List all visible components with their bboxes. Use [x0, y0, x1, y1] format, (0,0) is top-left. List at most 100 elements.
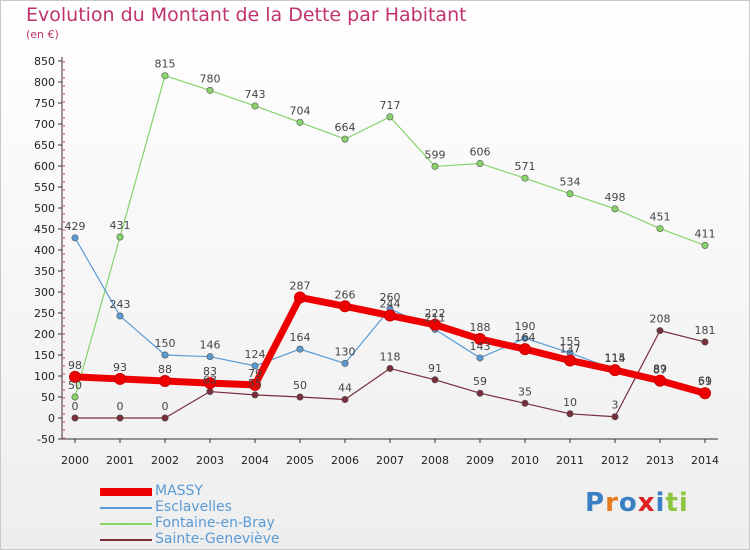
data-label: 743 [245, 88, 266, 101]
logo-letter: r [605, 488, 619, 518]
data-label: 150 [155, 337, 176, 350]
chart-title: Evolution du Montant de la Dette par Hab… [26, 4, 467, 26]
legend-swatch-massy [100, 488, 152, 496]
data-label: 98 [68, 359, 82, 372]
data-label: 606 [470, 145, 491, 158]
data-label: 704 [290, 104, 311, 117]
data-labels-layer: 0 0 0 63 55 50 44 118 91 59 35 10 3 208 181 50 431 815 780… [65, 58, 716, 413]
y-tick-label: -50 [37, 433, 55, 446]
series-point [341, 396, 349, 404]
x-tick-label: 2003 [196, 454, 224, 467]
legend-label-sainte-genevieve: Sainte-Geneviève [155, 531, 280, 547]
data-label: 10 [563, 396, 577, 409]
series-point [161, 414, 169, 422]
series-point [249, 378, 261, 391]
legend-label-massy: MASSY [155, 483, 203, 499]
data-label: 50 [293, 379, 307, 392]
data-label: 780 [200, 72, 221, 85]
legend-swatch-sainte-genevieve [100, 539, 152, 541]
data-label: 93 [113, 361, 127, 374]
logo-letter: t [665, 488, 679, 518]
logo-letter: o [618, 488, 638, 518]
y-tick-label: 250 [34, 307, 55, 320]
data-label: 815 [155, 58, 176, 71]
x-tick-label: 2006 [331, 454, 359, 467]
series-point [431, 376, 439, 384]
legend-swatch-esclavelles [100, 507, 152, 509]
y-tick-label: 350 [34, 265, 55, 278]
data-label: 411 [695, 227, 716, 240]
series-point [71, 234, 79, 242]
series-point [161, 72, 169, 80]
data-label: 91 [428, 362, 442, 375]
x-tick-label: 2000 [61, 454, 89, 467]
y-tick-label: 700 [34, 118, 55, 131]
series-point [384, 309, 396, 322]
x-tick-label: 2005 [286, 454, 314, 467]
x-tick-label: 2014 [691, 454, 719, 467]
y-tick-label: 150 [34, 349, 55, 362]
data-label: 44 [338, 382, 352, 395]
series-point [204, 377, 216, 390]
logo-letter: x [637, 488, 656, 518]
series-point [69, 370, 81, 383]
series-point [474, 333, 486, 346]
series-point [71, 393, 79, 401]
series-point [116, 414, 124, 422]
series-point [161, 351, 169, 359]
series-point [431, 162, 439, 170]
series-point [159, 375, 171, 388]
data-label: 243 [110, 298, 131, 311]
data-label: 431 [110, 219, 131, 232]
data-label: 244 [380, 298, 401, 311]
series-point [206, 353, 214, 361]
data-label: 534 [560, 176, 581, 189]
y-tick-label: 800 [34, 76, 55, 89]
data-label: 181 [695, 324, 716, 337]
data-label: 0 [117, 400, 124, 413]
data-label: 146 [200, 339, 221, 352]
series-layer [69, 72, 711, 422]
series-point [611, 205, 619, 213]
data-label: 164 [515, 331, 536, 344]
y-tick-label: 400 [34, 244, 55, 257]
logo-letter: P [585, 488, 606, 518]
series-point [521, 399, 529, 407]
data-label: 79 [248, 367, 262, 380]
series-point [294, 291, 306, 304]
y-tick-label: 750 [34, 97, 55, 110]
chart-subtitle: (en €) [26, 28, 59, 41]
series-point [564, 354, 576, 367]
series-point [609, 364, 621, 377]
series-point [611, 413, 619, 421]
logo-letter: i [678, 488, 689, 518]
data-label: 89 [653, 363, 667, 376]
data-label: 83 [203, 365, 217, 378]
series-point [656, 327, 664, 335]
y-tick-label: 500 [34, 202, 55, 215]
data-label: 87 [653, 363, 667, 376]
series-point [251, 391, 259, 399]
data-label: 211 [425, 311, 446, 324]
x-tick-label: 2013 [646, 454, 674, 467]
series-point [206, 388, 214, 396]
data-label: 0 [162, 400, 169, 413]
series-point [341, 135, 349, 143]
legend-swatch-fontaine-en-bray [100, 523, 152, 525]
data-label: 190 [515, 320, 536, 333]
series-point [116, 233, 124, 241]
data-label: 137 [560, 342, 581, 355]
data-label: 287 [290, 279, 311, 292]
series-point [521, 174, 529, 182]
legend-label-esclavelles: Esclavelles [155, 499, 232, 515]
data-label: 260 [380, 291, 401, 304]
series-point [251, 102, 259, 110]
data-label: 429 [65, 220, 86, 233]
y-tick-label: 650 [34, 139, 55, 152]
series-point [339, 300, 351, 313]
y-tick-label: 600 [34, 160, 55, 173]
series-point [566, 410, 574, 418]
y-tick-label: 0 [48, 412, 55, 425]
